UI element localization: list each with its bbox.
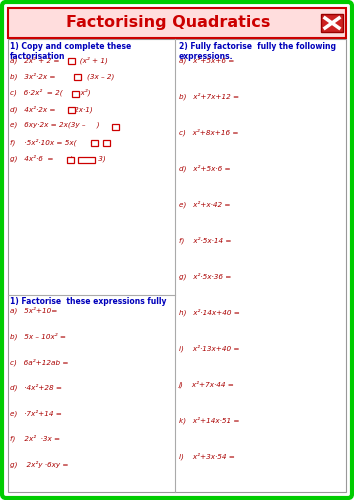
- Bar: [78, 156, 95, 162]
- Bar: [74, 74, 81, 80]
- Text: k)   x²+14x·51 =: k) x²+14x·51 =: [179, 416, 240, 424]
- Text: g)   4x²·6  =       (         – 3): g) 4x²·6 = ( – 3): [10, 155, 106, 162]
- Text: d)   ·4x²+28 =: d) ·4x²+28 =: [10, 384, 62, 391]
- Text: g)    2x²y ·6xy =: g) 2x²y ·6xy =: [10, 460, 69, 468]
- Text: f)    ·5x²·10x = 5x(      ·      ): f) ·5x²·10x = 5x( · ): [10, 138, 109, 146]
- Bar: [68, 107, 75, 113]
- Text: 1) Factorise  these expressions fully: 1) Factorise these expressions fully: [10, 297, 166, 306]
- Bar: [67, 156, 74, 162]
- Text: h)   x²·14x+40 =: h) x²·14x+40 =: [179, 308, 240, 316]
- Text: g)   x²·5x·36 =: g) x²·5x·36 =: [179, 272, 232, 280]
- Text: b)   x²+7x+12 =: b) x²+7x+12 =: [179, 92, 239, 100]
- Text: e)   ·7x²+14 =: e) ·7x²+14 =: [10, 410, 62, 417]
- Text: a)   x²+5x+6 =: a) x²+5x+6 =: [179, 56, 234, 64]
- Text: d)   4x²·2x =       (2x·1): d) 4x²·2x = (2x·1): [10, 106, 93, 113]
- Text: l)    x²+3x·54 =: l) x²+3x·54 =: [179, 452, 235, 460]
- Bar: [321, 14, 343, 32]
- Text: a)   2x² + 2 =         (x² + 1): a) 2x² + 2 = (x² + 1): [10, 56, 108, 64]
- Text: Factorising Quadratics: Factorising Quadratics: [66, 16, 270, 30]
- Text: e)   6xy·2x = 2x(3y –     ): e) 6xy·2x = 2x(3y – ): [10, 122, 99, 128]
- Text: e)   x²+x·42 =: e) x²+x·42 =: [179, 200, 230, 207]
- Text: i)    x²·13x+40 =: i) x²·13x+40 =: [179, 344, 240, 352]
- Bar: [112, 124, 119, 130]
- Bar: [68, 58, 75, 64]
- Text: 2) Fully factorise  fully the following
expressions.: 2) Fully factorise fully the following e…: [179, 42, 336, 62]
- Bar: [103, 140, 110, 146]
- Text: b)   5x – 10x² =: b) 5x – 10x² =: [10, 332, 66, 340]
- Text: c)   6·2x²  = 2(      · x²): c) 6·2x² = 2( · x²): [10, 89, 91, 96]
- Text: a)   5x²+10=: a) 5x²+10=: [10, 307, 57, 314]
- Bar: [91, 140, 98, 146]
- Bar: [72, 90, 79, 96]
- Text: f)    x²·5x·14 =: f) x²·5x·14 =: [179, 236, 232, 244]
- Text: 1) Copy and complete these
factorisation: 1) Copy and complete these factorisation: [10, 42, 131, 62]
- Text: b)   3x²·2x =              (3x – 2): b) 3x²·2x = (3x – 2): [10, 72, 114, 80]
- Text: d)   x²+5x·6 =: d) x²+5x·6 =: [179, 164, 230, 172]
- Text: c)   6a²+12ab =: c) 6a²+12ab =: [10, 358, 69, 366]
- Text: j)    x²+7x·44 =: j) x²+7x·44 =: [179, 380, 235, 388]
- Text: c)   x²+8x+16 =: c) x²+8x+16 =: [179, 128, 239, 136]
- Bar: [8, 8, 346, 38]
- Text: f)    2x²  ·3x =: f) 2x² ·3x =: [10, 435, 60, 442]
